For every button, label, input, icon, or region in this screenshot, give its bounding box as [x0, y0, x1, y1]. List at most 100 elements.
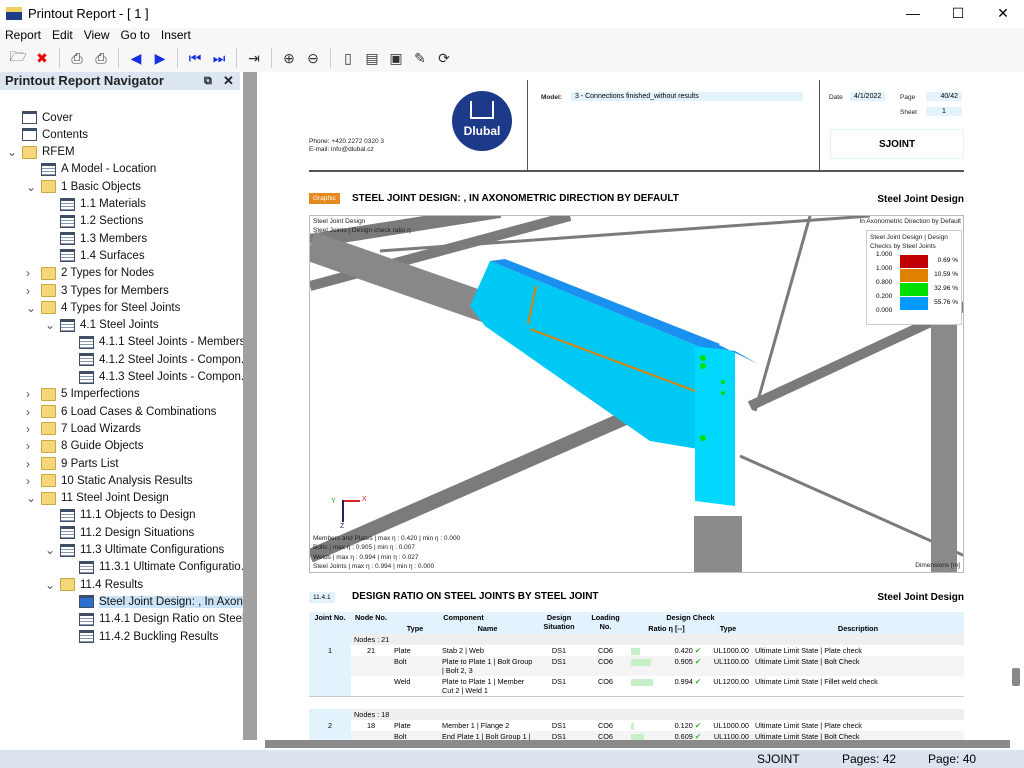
chevron-right-icon[interactable]: ›: [26, 404, 30, 419]
nav-item[interactable]: 11.3.1 Ultimate Configuratio...: [79, 559, 250, 576]
menu-go-to[interactable]: Go to: [120, 28, 150, 42]
next-page-icon[interactable]: ▶: [154, 49, 166, 66]
chevron-right-icon[interactable]: ›: [26, 473, 30, 488]
first-page-icon[interactable]: ⏮: [188, 49, 202, 66]
check-icon: ✔: [692, 646, 701, 655]
component-type: Plate: [394, 720, 411, 730]
nav-item[interactable]: ⌄ 11.3 Ultimate Configurations: [45, 542, 224, 559]
chevron-right-icon[interactable]: ›: [26, 421, 30, 436]
folder-icon: [41, 439, 56, 453]
sheet-label: Sheet: [900, 109, 917, 116]
nav-item[interactable]: › 10 Static Analysis Results: [26, 472, 193, 489]
nav-item[interactable]: 4.1.1 Steel Joints - Members: [79, 334, 245, 351]
zoom-in-icon[interactable]: ⊕: [283, 49, 295, 66]
page-properties-icon[interactable]: ▤: [365, 49, 379, 66]
table-row[interactable]: Weld Plate to Plate 1 | Member Cut 2 | We…: [309, 676, 964, 697]
nav-item[interactable]: 1.4 Surfaces: [60, 247, 145, 264]
design-situation: DS1: [551, 657, 567, 666]
menu-view[interactable]: View: [83, 28, 110, 42]
nav-item[interactable]: ⌄ 1 Basic Objects: [26, 178, 141, 195]
vertical-scrollbar[interactable]: [1012, 668, 1020, 686]
nav-item[interactable]: 1.2 Sections: [60, 213, 143, 230]
nav-item[interactable]: 11.4.2 Buckling Results: [79, 628, 218, 645]
prev-page-icon[interactable]: ◀: [130, 49, 142, 66]
chevron-down-icon[interactable]: ⌄: [26, 179, 37, 194]
ratio-bar: [631, 733, 645, 740]
edit-icon[interactable]: ✎: [414, 49, 426, 66]
chevron-down-icon[interactable]: ⌄: [26, 491, 37, 506]
open-icon[interactable]: 🗁: [9, 48, 27, 64]
menu-report[interactable]: Report: [5, 28, 42, 42]
nav-item[interactable]: 11.1 Objects to Design: [60, 507, 196, 524]
legend-min: 0.000: [876, 307, 893, 314]
nav-item[interactable]: Steel Joint Design: , In Axon...: [79, 593, 253, 610]
nav-item[interactable]: ⌄ RFEM: [7, 144, 75, 161]
title-bar: Printout Report - [ 1 ] — ☐ ✕: [0, 0, 1024, 26]
nav-item[interactable]: › 6 Load Cases & Combinations: [26, 403, 216, 420]
nav-item[interactable]: ⌄ 4 Types for Steel Joints: [26, 299, 180, 316]
print-setup-icon[interactable]: ⎙: [95, 49, 107, 66]
print-icon[interactable]: ⎙: [71, 49, 83, 66]
insert-page-icon[interactable]: ⇥: [248, 49, 260, 66]
nav-item[interactable]: Contents: [22, 126, 88, 143]
chevron-right-icon[interactable]: ›: [26, 266, 30, 281]
zoom-out-icon[interactable]: ⊖: [307, 49, 319, 66]
chevron-down-icon[interactable]: ⌄: [45, 543, 56, 557]
folder-icon: [41, 491, 56, 505]
nav-item[interactable]: ⌄ 11.4 Results: [45, 576, 143, 593]
graphic-caption: Steel Joint Design: [313, 218, 366, 225]
table-row[interactable]: 2 18 Plate Member 1 | Flange 2 DS1 CO6 0.120 ✔…: [309, 719, 964, 731]
chevron-right-icon[interactable]: ›: [26, 456, 30, 471]
nav-item[interactable]: 1.1 Materials: [60, 196, 146, 213]
nav-item[interactable]: 4.1.3 Steel Joints - Compon...: [79, 369, 251, 386]
nav-item[interactable]: › 9 Parts List: [26, 455, 119, 472]
nav-item[interactable]: 11.2 Design Situations: [60, 524, 194, 541]
last-page-icon[interactable]: ⏭: [212, 49, 226, 66]
chevron-right-icon[interactable]: ›: [26, 387, 30, 402]
dimensions-label: Dimensions [m]: [915, 562, 960, 569]
result-summary: Members and Plates | max η : 0.420 | min…: [313, 534, 460, 571]
nav-item[interactable]: ⌄ 4.1 Steel Joints: [45, 317, 159, 334]
table-row[interactable]: 1 21 Plate Stab 2 | Web DS1 CO6 0.420 ✔ UL1000.…: [309, 645, 964, 656]
chevron-down-icon[interactable]: ⌄: [45, 318, 56, 333]
maximize-button[interactable]: ☐: [951, 5, 965, 21]
minimize-button[interactable]: —: [906, 5, 920, 21]
joint-no: 1: [309, 645, 351, 656]
component-type: Weld: [394, 677, 411, 686]
horizontal-scrollbar[interactable]: [265, 740, 1010, 748]
table-row[interactable]: Bolt Plate to Plate 1 | Bolt Group | Bolt…: [309, 656, 964, 676]
nav-item[interactable]: › 5 Imperfections: [26, 386, 140, 403]
nav-item[interactable]: › 8 Guide Objects: [26, 438, 143, 455]
nav-item[interactable]: › 2 Types for Nodes: [26, 265, 154, 282]
nav-item[interactable]: A Model - Location: [41, 161, 156, 178]
nav-item[interactable]: › 7 Load Wizards: [26, 420, 141, 437]
chevron-down-icon[interactable]: ⌄: [7, 145, 18, 160]
chevron-right-icon[interactable]: ›: [26, 439, 30, 454]
chevron-down-icon[interactable]: ⌄: [45, 577, 56, 592]
page-layout-icon[interactable]: ▯: [344, 49, 352, 66]
table-icon: [60, 214, 75, 228]
nav-item[interactable]: 11.4.1 Design Ratio on Steel...: [79, 611, 254, 628]
header-icon[interactable]: ▣: [389, 49, 403, 66]
window-title: Printout Report - [ 1 ]: [28, 5, 149, 21]
chevron-right-icon[interactable]: ›: [26, 283, 30, 298]
menu-edit[interactable]: Edit: [52, 28, 73, 42]
close-panel-icon[interactable]: ✕: [223, 73, 234, 88]
panel-splitter[interactable]: [243, 72, 257, 740]
delete-icon[interactable]: ✖: [36, 49, 48, 66]
close-button[interactable]: ✕: [997, 5, 1009, 21]
chevron-down-icon[interactable]: ⌄: [26, 300, 37, 315]
nav-item[interactable]: › 3 Types for Members: [26, 282, 169, 299]
folder-icon: [41, 457, 56, 470]
nav-item[interactable]: 1.3 Members: [60, 230, 147, 247]
menu-insert[interactable]: Insert: [160, 28, 191, 42]
refresh-icon[interactable]: ⟳: [438, 49, 450, 66]
nav-item[interactable]: Cover: [22, 109, 73, 126]
col-loading: Loading No.: [582, 612, 629, 634]
nav-item[interactable]: ⌄ 11 Steel Joint Design: [26, 490, 169, 507]
legend-percent: 32.96 %: [934, 285, 958, 292]
float-panel-icon[interactable]: ⧉: [204, 75, 212, 87]
nav-item[interactable]: 4.1.2 Steel Joints - Compon...: [79, 351, 251, 368]
table-icon: [79, 560, 94, 574]
table-row[interactable]: Bolt End Plate 1 | Bolt Group 1 | DS1 CO6 0.…: [309, 730, 964, 740]
